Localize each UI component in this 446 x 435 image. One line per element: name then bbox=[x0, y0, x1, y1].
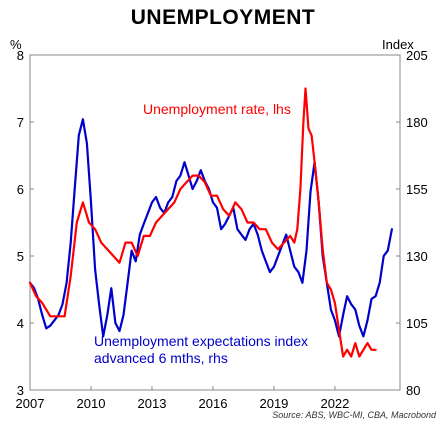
left-tick-label: 8 bbox=[17, 48, 24, 63]
right-tick-label: 180 bbox=[406, 115, 428, 130]
blue-series-annotation: Unemployment expectations index advanced… bbox=[94, 333, 312, 366]
x-axis: 2007 2010 2013 2016 2019 2022 bbox=[16, 386, 349, 411]
left-axis: 3 4 5 6 7 8 bbox=[17, 48, 34, 398]
blue-series-annotation-line-2: advanced 6 mths, rhs bbox=[94, 350, 228, 366]
x-tick-label: 2010 bbox=[77, 396, 106, 411]
right-tick-label: 105 bbox=[406, 316, 428, 331]
series-lines bbox=[28, 87, 393, 358]
right-tick-label: 130 bbox=[406, 249, 428, 264]
x-tick-label: 2019 bbox=[259, 396, 288, 411]
source-note: Source: ABS, WBC-MI, CBA, Macrobond bbox=[272, 410, 436, 420]
x-tick-label: 2013 bbox=[138, 396, 167, 411]
left-tick-label: 7 bbox=[17, 115, 24, 130]
unemployment-rate-line bbox=[28, 87, 377, 358]
right-tick-label: 80 bbox=[406, 383, 420, 398]
left-tick-label: 3 bbox=[17, 383, 24, 398]
chart-title: UNEMPLOYMENT bbox=[130, 6, 316, 29]
right-axis-unit: Index bbox=[382, 37, 414, 52]
left-tick-label: 4 bbox=[17, 316, 24, 331]
x-tick-label: 2022 bbox=[320, 396, 349, 411]
right-axis: 80 105 130 155 180 205 bbox=[396, 48, 428, 398]
expectations-index-line bbox=[28, 118, 393, 338]
blue-series-annotation-line-1: Unemployment expectations index bbox=[94, 333, 308, 349]
red-series-annotation: Unemployment rate, lhs bbox=[143, 101, 291, 117]
x-tick-label: 2007 bbox=[16, 396, 45, 411]
left-tick-label: 5 bbox=[17, 249, 24, 264]
right-tick-label: 205 bbox=[406, 48, 428, 63]
x-tick-label: 2016 bbox=[199, 396, 228, 411]
right-tick-label: 155 bbox=[406, 182, 428, 197]
plot-frame bbox=[29, 54, 401, 391]
left-axis-unit: % bbox=[10, 37, 22, 52]
left-tick-label: 6 bbox=[17, 182, 24, 197]
